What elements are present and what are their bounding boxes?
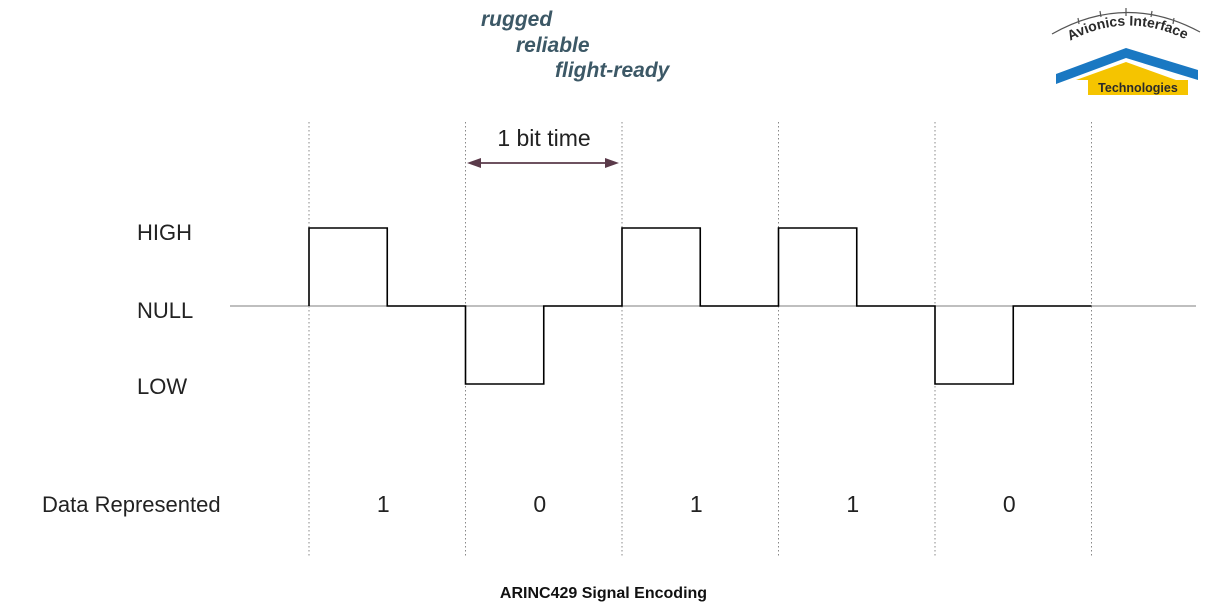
tagline-rugged: rugged — [481, 8, 553, 31]
level-label-low: LOW — [137, 374, 187, 399]
bit-value-5: 0 — [1003, 491, 1016, 517]
bit-time-arrowhead-right — [605, 158, 619, 168]
level-label-null: NULL — [137, 298, 193, 323]
logo-yellow-bar — [1088, 80, 1188, 95]
figure-caption: ARINC429 Signal Encoding — [499, 585, 708, 602]
logo-blue-chevron — [1056, 48, 1198, 84]
data-represented-label: Data Represented — [42, 492, 221, 517]
company-logo: Avionics Interface Technologies — [1051, 8, 1201, 95]
bit-values: 1 0 1 1 0 — [377, 491, 1016, 517]
bit-time-label: 1 bit time — [497, 125, 590, 151]
logo-yellow-band — [1076, 62, 1176, 80]
tagline-reliable: reliable — [516, 34, 590, 57]
bit-value-3: 1 — [690, 491, 703, 517]
waveform — [308, 227, 1092, 385]
tagline-flight-ready: flight-ready — [555, 59, 670, 82]
bit-value-1: 1 — [377, 491, 390, 517]
logo-text-technologies: Technologies — [1098, 81, 1178, 95]
level-label-high: HIGH — [137, 220, 192, 245]
bit-value-2: 0 — [533, 491, 546, 517]
bit-time-annotation: 1 bit time — [467, 125, 619, 168]
bit-value-4: 1 — [846, 491, 859, 517]
bit-time-arrowhead-left — [467, 158, 481, 168]
